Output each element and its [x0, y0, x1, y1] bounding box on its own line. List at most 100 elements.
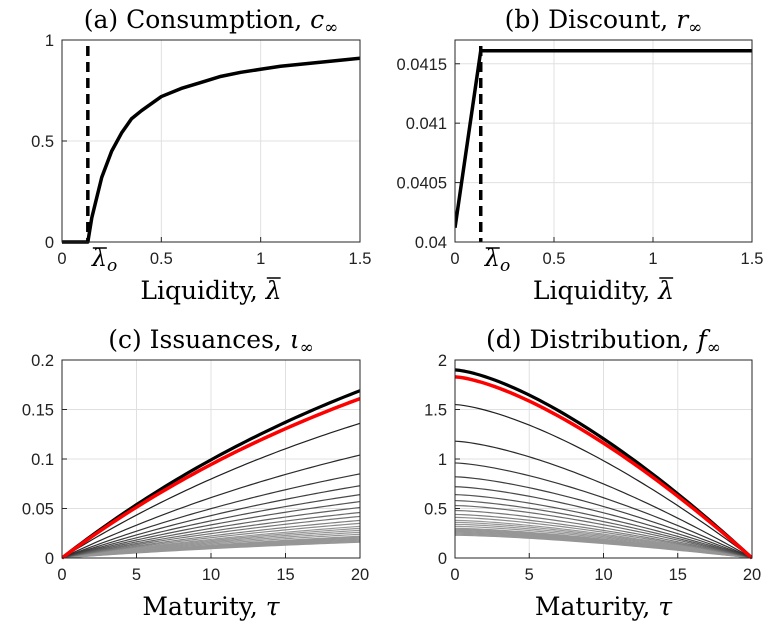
x-axis-label: Maturity, τ: [535, 592, 673, 621]
y-tick-label: 2: [438, 352, 447, 370]
x-tick-label: 1: [256, 250, 265, 268]
x-tick-label: 0.5: [543, 250, 566, 268]
data-group: [62, 46, 360, 244]
chart-title-prefix: (c) Issuances,: [108, 325, 290, 354]
axes-box: [454, 39, 753, 243]
chart-title-subscript: ∞: [300, 338, 314, 358]
x-tick-label: 0: [450, 566, 459, 584]
x-axis-label-symbol: λ: [265, 276, 282, 305]
chart-title-prefix: (a) Consumption,: [84, 5, 310, 34]
family-line: [62, 522, 360, 559]
y-tick-label: 0.5: [424, 501, 447, 519]
x-axis-label: Liquidity, λ: [533, 276, 674, 305]
x-axis-label-prefix: Maturity,: [535, 592, 658, 621]
family-line: [62, 473, 360, 559]
family-line: [62, 511, 360, 559]
family-line: [455, 513, 752, 559]
x-axis-label-prefix: Maturity,: [142, 592, 265, 621]
family-line: [455, 509, 752, 559]
family-line: [62, 515, 360, 559]
chart-title: (c) Issuances, ι∞: [108, 325, 314, 358]
chart-title: (d) Distribution, f∞: [486, 325, 721, 358]
highlight-line: [62, 396, 360, 560]
x-axis-label-symbol: τ: [266, 592, 281, 621]
x-tick-label: 0: [450, 250, 459, 268]
y-tick-label: 0.05: [22, 501, 54, 519]
family-line: [455, 403, 752, 559]
y-tick-label: 0.0415: [397, 56, 447, 74]
threshold-annotation-subscript: o: [500, 256, 510, 276]
y-tick-label: 0.04: [415, 234, 447, 252]
chart-title-subscript: ∞: [707, 338, 721, 358]
chart-title-symbol: ι: [290, 325, 300, 354]
chart-title: (b) Discount, r∞: [505, 5, 703, 38]
x-tick-label: 20: [743, 566, 761, 584]
series-line: [455, 48, 752, 228]
y-tick-label: 0.1: [31, 451, 54, 469]
highlight-line: [455, 375, 752, 560]
family-line: [455, 519, 752, 559]
panel-b: 0 0.5 1 1.5 0.04 0.0405 0.041 0.0415 (b) Discoun…: [397, 5, 764, 305]
family-line: [455, 486, 752, 559]
chart-title: (a) Consumption, c∞: [84, 5, 339, 38]
chart-title-symbol: c: [310, 5, 324, 34]
y-tick-label: 1.5: [424, 402, 447, 420]
chart-title-symbol: r: [676, 5, 690, 34]
threshold-annotation: λo: [91, 244, 117, 276]
y-tick-label: 0.2: [31, 352, 54, 370]
x-tick-label: 15: [669, 566, 687, 584]
x-tick-label: 5: [525, 566, 534, 584]
family-line: [455, 499, 752, 559]
family-line: [62, 506, 360, 559]
x-axis-label: Maturity, τ: [142, 592, 280, 621]
family-line: [455, 440, 752, 559]
x-tick-label: 1.5: [349, 250, 372, 268]
y-tick-label: 0.0405: [397, 175, 447, 193]
y-tick-label: 0.5: [31, 133, 54, 151]
family-line: [455, 476, 752, 559]
chart-title-subscript: ∞: [324, 18, 338, 38]
chart-title-prefix: (b) Discount,: [505, 5, 677, 34]
y-tick-label: 1: [438, 451, 447, 469]
x-axis-label-prefix: Liquidity,: [533, 276, 658, 305]
family-line: [455, 494, 752, 559]
family-line: [62, 422, 360, 559]
y-tick-label: 0.15: [22, 402, 54, 420]
x-tick-label: 5: [132, 566, 141, 584]
x-tick-label: 20: [351, 566, 369, 584]
series-line: [62, 56, 360, 244]
y-tick-label: 0: [45, 550, 54, 568]
data-group: [455, 368, 752, 560]
chart-title-subscript: ∞: [688, 18, 702, 38]
family-line: [62, 519, 360, 559]
y-tick-label: 0: [438, 550, 447, 568]
x-axis-label-symbol: τ: [658, 592, 673, 621]
family-line: [62, 500, 360, 559]
data-group: [62, 389, 360, 560]
panel-d: 0 5 10 15 20 0 0.5 1 1.5 2 (d) Distribution, f∞ Mat…: [424, 325, 761, 621]
family-line: [62, 494, 360, 559]
family-line: [455, 516, 752, 559]
x-axis-label-prefix: Liquidity,: [140, 276, 265, 305]
threshold-annotation-symbol: λ: [484, 244, 500, 272]
x-tick-label: 0: [57, 566, 66, 584]
threshold-annotation: λo: [484, 244, 510, 276]
family-line: [62, 525, 360, 559]
panel-c: 0 5 10 15 20 0 0.05 0.1 0.15 0.2 (c) Issuances, ι∞…: [22, 325, 369, 621]
y-tick-label: 1: [45, 32, 54, 50]
x-axis-label-symbol: λ: [657, 276, 674, 305]
family-line: [62, 485, 360, 559]
y-tick-label: 0.041: [406, 115, 447, 133]
x-axis-label: Liquidity, λ: [140, 276, 281, 305]
threshold-annotation-symbol: λ: [91, 244, 107, 272]
x-tick-label: 0.5: [150, 250, 173, 268]
panel-a: 0 0.5 1 1.5 0 0.5 1 (a) Consumption, c∞ Liquidit…: [31, 5, 371, 305]
family-line: [62, 454, 360, 559]
x-tick-label: 10: [594, 566, 612, 584]
x-tick-label: 15: [276, 566, 294, 584]
x-tick-label: 10: [202, 566, 220, 584]
y-tick-label: 0: [45, 234, 54, 252]
x-tick-label: 1.5: [741, 250, 764, 268]
chart-title-symbol: f: [696, 325, 711, 354]
